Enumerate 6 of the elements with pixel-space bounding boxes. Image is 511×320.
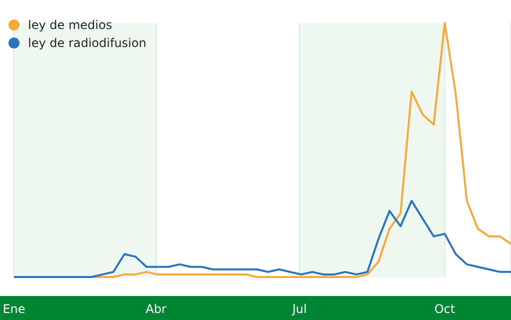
legend-label: ley de radiodifusion — [28, 36, 146, 50]
x-tick-label: Ene — [2, 302, 26, 316]
x-tick-label: Jul — [291, 302, 307, 316]
legend-label: ley de medios — [28, 18, 112, 32]
x-tick-label: Oct — [434, 302, 456, 316]
x-tick-label: Abr — [146, 302, 166, 316]
